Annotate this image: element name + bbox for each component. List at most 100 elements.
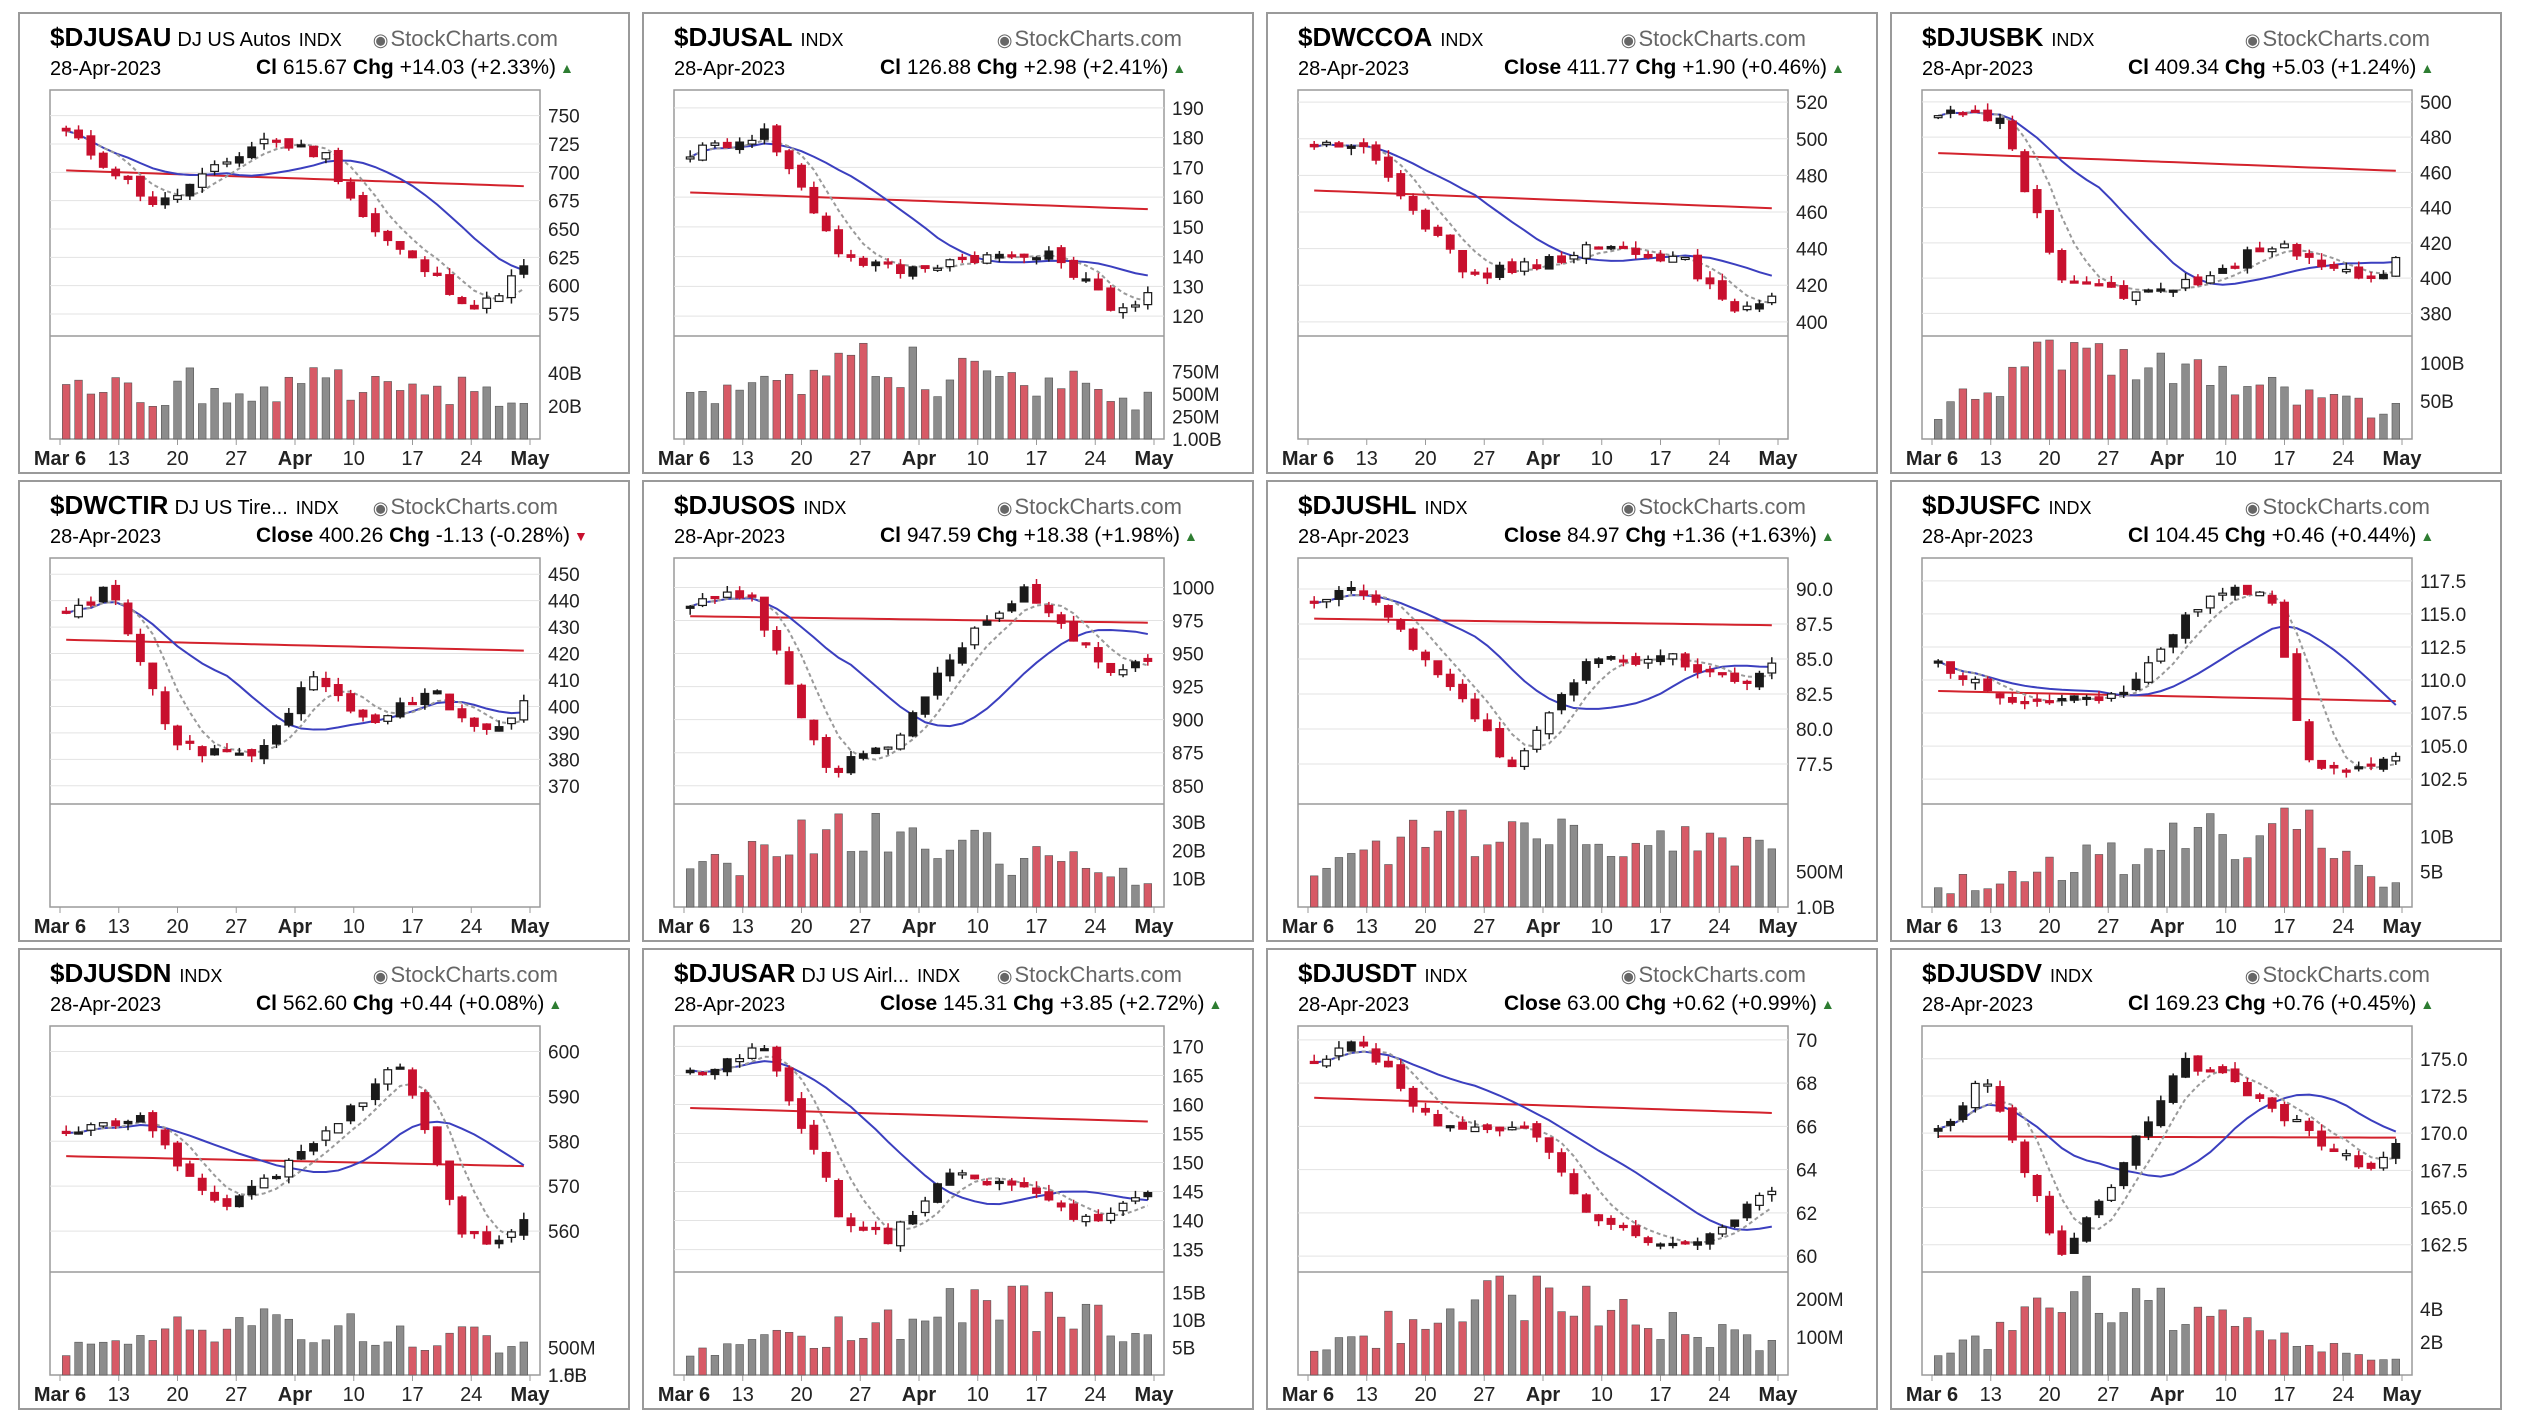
price-tick-label: 102.5 xyxy=(2420,770,2468,791)
ma-200-line xyxy=(1938,152,2396,172)
price-tick-label: 155 xyxy=(1172,1124,1204,1145)
chart-panel-djusdt[interactable]: $DJUSDT INDX ◉StockCharts.com 28-Apr-2023 Cl… xyxy=(1266,948,1878,1410)
chart-panel-djusfc[interactable]: $DJUSFC INDX ◉StockCharts.com 28-Apr-2023 Cl… xyxy=(1890,480,2502,942)
close-value: 615.67 xyxy=(282,56,348,79)
volume-bar xyxy=(1705,1347,1715,1376)
brand-dot-icon: ◉ xyxy=(996,30,1013,50)
volume-bar xyxy=(1433,1322,1443,1376)
candle xyxy=(772,626,782,655)
candle xyxy=(722,586,732,599)
up-arrow-icon: ▲ xyxy=(1172,60,1187,77)
volume-bar xyxy=(297,383,306,440)
chart-panel-dwccoa[interactable]: $DWCCOA INDX ◉StockCharts.com 28-Apr-2023 Cl… xyxy=(1266,12,1878,474)
candle xyxy=(747,1043,757,1060)
x-tick-label: May xyxy=(1759,1384,1799,1406)
price-stats: Cl 169.23 Chg +0.76 (+0.45%) ▲ xyxy=(2128,992,2434,1016)
chart-symbol: $DJUSAR DJ US Airl... INDX xyxy=(674,958,960,989)
volume-bar xyxy=(519,403,528,440)
volume-bar xyxy=(371,376,380,440)
volume-bar xyxy=(1032,1331,1041,1376)
candle xyxy=(1396,170,1406,200)
candle xyxy=(2144,655,2153,685)
chart-symbol: $DJUSBK INDX xyxy=(1922,22,2094,53)
chart-panel-djusdn[interactable]: $DJUSDN INDX ◉StockCharts.com 28-Apr-2023 Cl… xyxy=(18,948,630,1410)
volume-bar xyxy=(859,342,868,440)
chart-panel-djusal[interactable]: $DJUSAL INDX ◉StockCharts.com 28-Apr-2023 Cl… xyxy=(642,12,1254,474)
brand-dot-icon: ◉ xyxy=(2244,30,2261,50)
volume-bar xyxy=(1656,1339,1665,1376)
candle xyxy=(2242,246,2252,274)
candle xyxy=(2032,184,2042,219)
volume-bar xyxy=(1057,861,1066,908)
x-tick-label: 27 xyxy=(849,916,871,938)
volume-bar xyxy=(1470,856,1480,908)
candle xyxy=(2341,1149,2351,1161)
close-value: 145.31 xyxy=(943,992,1008,1015)
volume-bar xyxy=(2379,1359,2388,1376)
x-tick-label: 20 xyxy=(790,916,812,938)
price-tick-label: 150 xyxy=(1172,1154,1204,1175)
candle xyxy=(797,683,806,719)
candle xyxy=(2230,1062,2240,1083)
chart-panel-djusau[interactable]: $DJUSAU DJ US Autos INDX ◉StockCharts.com 28… xyxy=(18,12,630,474)
chart-panel-dwctir[interactable]: $DWCTIR DJ US Tire... INDX ◉StockCharts.com… xyxy=(18,480,630,942)
candle xyxy=(920,1196,930,1217)
close-value: 411.77 xyxy=(1567,56,1630,79)
candle xyxy=(1069,256,1079,280)
chart-panel-djusdv[interactable]: $DJUSDV INDX ◉StockCharts.com 28-Apr-2023 Cl… xyxy=(1890,948,2502,1410)
x-tick-label: 27 xyxy=(225,1384,247,1406)
candle xyxy=(1458,679,1468,703)
candle xyxy=(920,696,930,718)
volume-bar xyxy=(1106,401,1115,440)
candle xyxy=(1544,254,1554,270)
volume-bar xyxy=(735,875,744,908)
candle xyxy=(1717,672,1727,678)
volume-bar xyxy=(1081,382,1091,440)
x-tick-label: 24 xyxy=(1708,916,1730,938)
index-tag: INDX xyxy=(1440,30,1484,50)
candle xyxy=(945,1168,955,1186)
x-tick-label: 27 xyxy=(225,916,247,938)
x-tick-label: 10 xyxy=(343,916,365,938)
volume-bar xyxy=(1532,1275,1541,1376)
ma-20-line xyxy=(690,1055,1149,1232)
volume-bar xyxy=(945,379,955,440)
volume-bar xyxy=(1971,1335,1980,1376)
up-arrow-icon: ▲ xyxy=(1820,528,1835,545)
candle xyxy=(1131,300,1140,312)
price-tick-label: 600 xyxy=(548,1042,580,1063)
candle xyxy=(945,258,955,272)
volume-bar xyxy=(173,380,182,440)
volume-bar xyxy=(921,1320,930,1376)
price-tick-label: 725 xyxy=(548,135,580,156)
volume-bar xyxy=(284,1318,293,1376)
candle xyxy=(1322,140,1331,148)
chart-panel-djusos[interactable]: $DJUSOS INDX ◉StockCharts.com 28-Apr-2023 Cl… xyxy=(642,480,1254,942)
price-tick-label: 575 xyxy=(548,305,580,326)
close-label: Close xyxy=(1504,992,1562,1015)
candle xyxy=(1933,115,1943,120)
x-tick-label: May xyxy=(2383,448,2423,470)
price-tick-label: 750 xyxy=(548,107,580,128)
volume-bar xyxy=(846,1340,856,1376)
volume-bar xyxy=(1094,389,1103,440)
candle xyxy=(333,147,343,185)
chart-panel-djusbk[interactable]: $DJUSBK INDX ◉StockCharts.com 28-Apr-2023 Cl… xyxy=(1890,12,2502,474)
volume-bar xyxy=(2045,856,2054,908)
volume-bar xyxy=(1106,876,1115,908)
chart-panel-djusar[interactable]: $DJUSAR DJ US Airl... INDX ◉StockCharts.com… xyxy=(642,948,1254,1410)
candle xyxy=(2242,1077,2252,1097)
candle xyxy=(1143,1190,1153,1201)
x-tick-label: 17 xyxy=(1025,448,1047,470)
volume-bar xyxy=(1934,887,1943,908)
candle xyxy=(1007,251,1017,259)
candle xyxy=(1970,1080,1980,1113)
volume-bar xyxy=(1681,826,1690,908)
index-tag: INDX xyxy=(2051,30,2095,50)
chart-panel-djushl[interactable]: $DJUSHL INDX ◉StockCharts.com 28-Apr-2023 Cl… xyxy=(1266,480,1878,942)
candle xyxy=(395,697,405,719)
chart-canvas: 175.0 172.5 170.0 167.5 165.0 162.5 4B 2B Mar 6 1… xyxy=(1906,1025,2468,1406)
plot-frame xyxy=(673,1025,1165,1376)
volume-bar xyxy=(2057,1312,2067,1376)
ma-50-line xyxy=(1314,1050,1772,1231)
